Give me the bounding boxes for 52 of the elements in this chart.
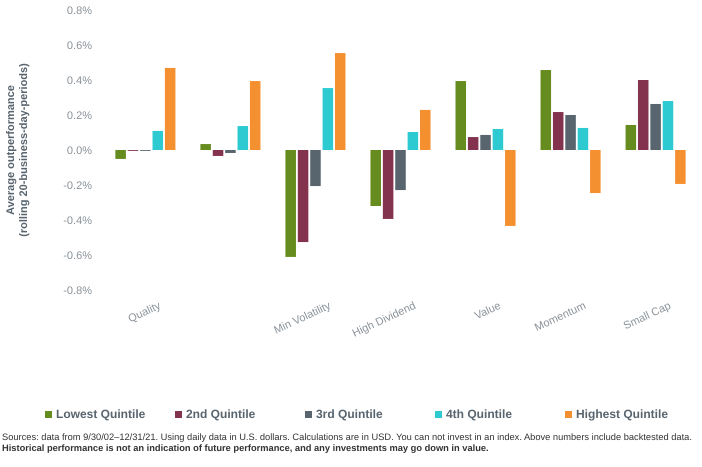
legend-label: Highest Quintile: [576, 407, 668, 421]
y-tick-label: 0.6%: [66, 40, 92, 52]
y-tick-label: 0.2%: [66, 110, 92, 122]
bar: [480, 134, 491, 150]
legend-label: Lowest Quintile: [56, 407, 146, 421]
y-tick-label: -0.6%: [63, 250, 92, 262]
bar: [468, 137, 478, 150]
x-tick-label: Small Cap: [622, 300, 673, 332]
bar: [650, 104, 661, 150]
bar: [298, 150, 308, 242]
y-tick-label: 0.0%: [66, 144, 92, 157]
bar: [540, 70, 552, 150]
bar: [456, 81, 466, 150]
bar: [565, 115, 576, 150]
bar: [152, 130, 164, 150]
bar: [334, 53, 346, 150]
bar: [638, 80, 648, 150]
bar: [370, 150, 381, 206]
bar: [408, 132, 418, 150]
x-tick-label: Value: [472, 300, 503, 322]
bar: [590, 150, 601, 194]
bar: [310, 150, 321, 186]
y-tick-label: -0.8%: [63, 284, 92, 297]
bar: [250, 81, 260, 150]
bar: [395, 150, 406, 190]
bar: [164, 68, 176, 150]
bar: [382, 150, 394, 219]
bar: [225, 150, 236, 153]
y-tick-label: -0.4%: [63, 214, 92, 227]
bar: [200, 144, 211, 150]
bar: [285, 150, 296, 257]
bar: [492, 129, 504, 150]
text: Historical performance is not an indication of future performance, and any investments may go down in value.: [2, 443, 489, 453]
y-axis-title: Average outperformance (rolling 20-business-day-periods): [5, 62, 30, 237]
bar: [675, 150, 686, 184]
bar: [662, 101, 674, 150]
bar: [578, 128, 588, 150]
source-note: Sources: data from 9/30/02–12/31/21. Using daily data in U.S. dollars. Calculations are in USD. You can not invest in an index. Above numbers include backtested data.: [2, 432, 692, 442]
bar: [322, 88, 334, 150]
y-tick-label: -0.2%: [63, 180, 92, 192]
bar: [115, 150, 126, 159]
bar: [505, 150, 516, 226]
legend-label: 2nd Quintile: [186, 407, 256, 421]
bar: [552, 112, 564, 150]
bar: [420, 110, 431, 150]
bar: [626, 124, 636, 150]
legend-label: 4th Quintile: [446, 407, 512, 421]
y-tick-label: 0.8%: [66, 4, 92, 17]
bar: [212, 150, 224, 156]
y-tick-label: 0.4%: [66, 74, 92, 87]
bar: [238, 126, 248, 150]
legend-label: 3rd Quintile: [316, 407, 383, 421]
